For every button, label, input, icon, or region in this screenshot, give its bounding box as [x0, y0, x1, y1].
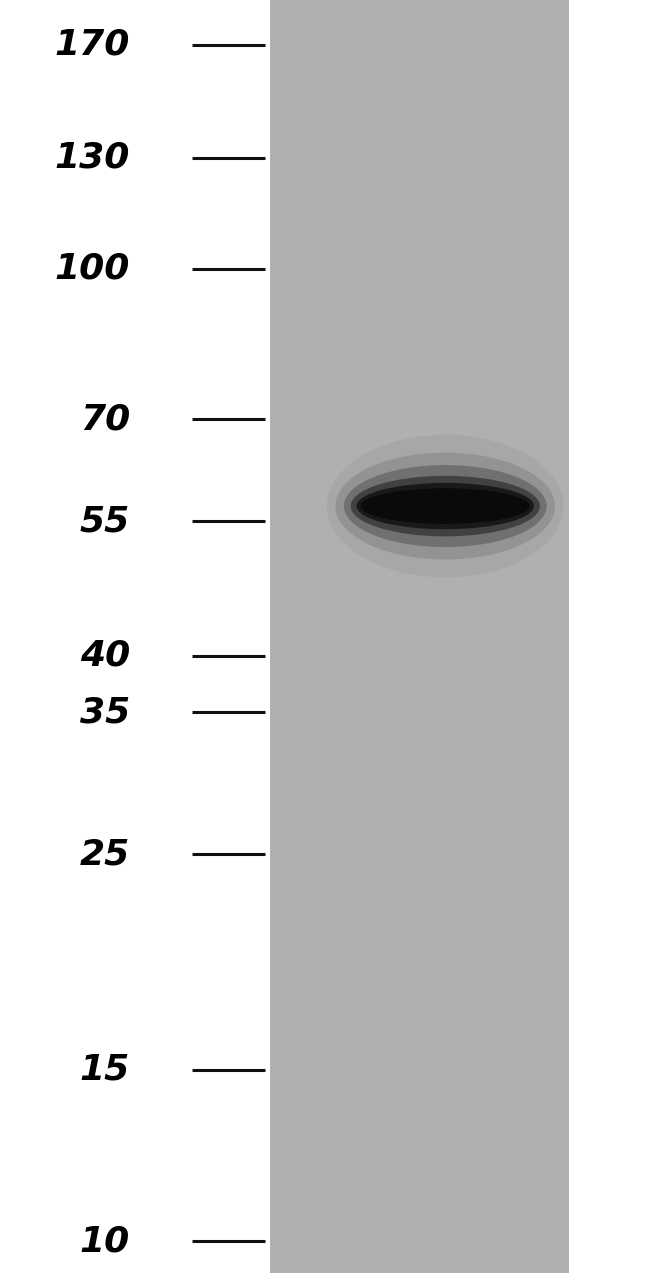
Text: 10: 10 [80, 1225, 130, 1258]
Ellipse shape [327, 435, 564, 578]
Text: 130: 130 [55, 141, 130, 174]
Text: 15: 15 [80, 1053, 130, 1087]
Text: 55: 55 [80, 504, 130, 538]
Ellipse shape [361, 489, 530, 524]
Text: 35: 35 [80, 695, 130, 729]
Text: 170: 170 [55, 28, 130, 61]
Ellipse shape [357, 482, 534, 530]
Text: 100: 100 [55, 252, 130, 285]
Ellipse shape [350, 476, 540, 536]
Text: 25: 25 [80, 838, 130, 871]
Ellipse shape [344, 465, 547, 547]
Text: 70: 70 [80, 402, 130, 437]
Text: 40: 40 [80, 639, 130, 672]
Ellipse shape [335, 453, 555, 560]
Bar [270, 0, 569, 1273]
